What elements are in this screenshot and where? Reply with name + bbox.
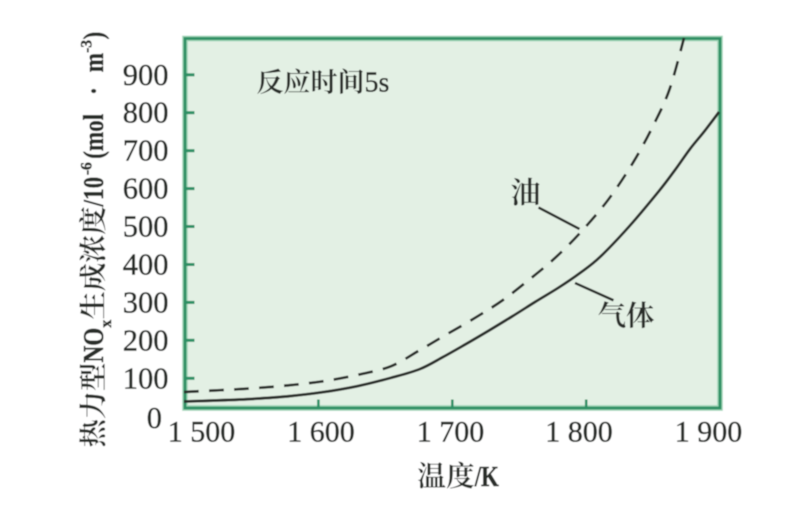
svg-text:1 600: 1 600: [287, 416, 355, 449]
svg-text:): ): [79, 32, 110, 40]
svg-text:·: ·: [79, 87, 110, 95]
svg-text:-3: -3: [79, 40, 96, 53]
svg-text:900: 900: [123, 58, 169, 92]
svg-text:600: 600: [123, 172, 169, 206]
svg-text:1 500: 1 500: [168, 416, 236, 449]
svg-text:400: 400: [123, 248, 169, 282]
svg-text:-6: -6: [79, 162, 96, 175]
svg-text:1 700: 1 700: [417, 416, 485, 449]
svg-text:300: 300: [123, 285, 169, 319]
svg-text:500: 500: [123, 210, 169, 244]
svg-text:5s: 5s: [365, 68, 390, 99]
svg-text:m: m: [79, 53, 110, 72]
svg-text:700: 700: [123, 134, 169, 168]
svg-text:/K: /K: [474, 462, 499, 493]
svg-text:1 900: 1 900: [675, 416, 743, 449]
svg-text:(mol: (mol: [79, 114, 110, 159]
svg-text:NO: NO: [79, 328, 110, 363]
svg-text:1 800: 1 800: [545, 416, 613, 449]
svg-text:/10: /10: [79, 177, 110, 207]
svg-text:800: 800: [123, 96, 169, 130]
svg-text:0: 0: [147, 401, 162, 435]
svg-text:100: 100: [123, 361, 169, 395]
svg-text:200: 200: [123, 323, 169, 357]
svg-text:x: x: [98, 320, 115, 328]
